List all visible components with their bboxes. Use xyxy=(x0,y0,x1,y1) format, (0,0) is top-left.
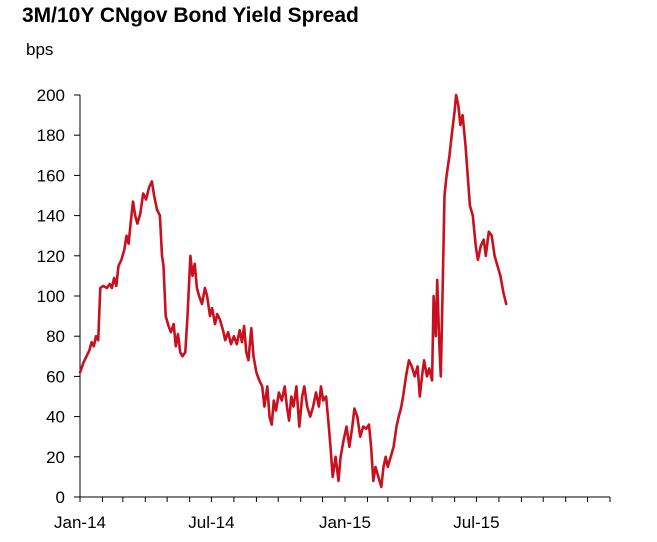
y-tick-label: 80 xyxy=(46,327,65,346)
y-tick-label: 60 xyxy=(46,367,65,386)
x-tick-label: Jan-14 xyxy=(54,513,106,532)
chart-title: 3M/10Y CNgov Bond Yield Spread xyxy=(22,4,359,27)
y-tick-label: 40 xyxy=(46,408,65,427)
y-tick-label: 20 xyxy=(46,448,65,467)
y-tick-label: 100 xyxy=(37,287,65,306)
y-tick-label: 180 xyxy=(37,126,65,145)
series-line xyxy=(78,93,508,489)
x-tick-label: Jul-14 xyxy=(188,513,234,532)
x-axis: Jan-14 Jul-14 Jan-15 Jul-15 xyxy=(54,496,611,532)
y-axis-unit-label: bps xyxy=(26,40,54,59)
x-tick-label: Jul-15 xyxy=(453,513,499,532)
y-tick-label: 140 xyxy=(37,207,65,226)
y-axis: 0 20 40 60 80 100 120 140 160 180 200 xyxy=(37,86,81,507)
series-group xyxy=(78,93,508,489)
y-tick-label: 0 xyxy=(56,488,65,507)
x-tick-label: Jan-15 xyxy=(319,513,371,532)
y-tick-label: 160 xyxy=(37,166,65,185)
y-tick-label: 120 xyxy=(37,247,65,266)
y-tick-label: 200 xyxy=(37,86,65,105)
